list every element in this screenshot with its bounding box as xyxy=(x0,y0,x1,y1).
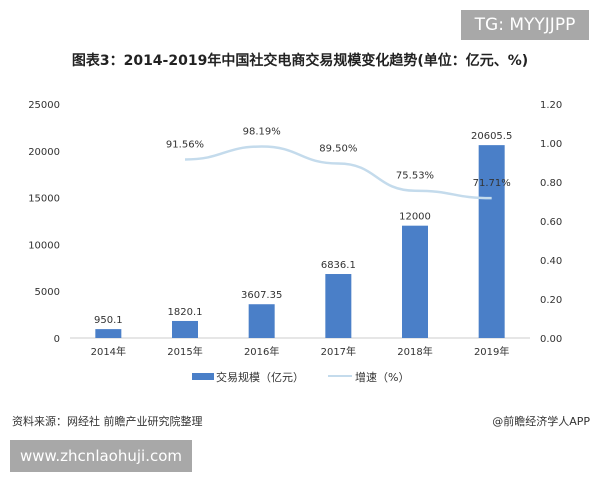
x-axis-tick: 2016年 xyxy=(244,345,279,358)
legend-line-label: 增速（%） xyxy=(355,370,409,384)
bar xyxy=(248,304,275,338)
line-label: 98.19% xyxy=(243,127,281,138)
line-label: 91.56% xyxy=(166,139,204,150)
right-axis-tick: 1.00 xyxy=(540,139,562,150)
bar-label: 1820.1 xyxy=(168,307,203,318)
bar-label: 12000 xyxy=(399,212,431,223)
left-axis-tick: 25000 xyxy=(28,100,60,111)
x-axis-tick: 2015年 xyxy=(167,345,202,358)
x-axis-tick: 2018年 xyxy=(397,345,432,358)
right-axis-tick: 0.80 xyxy=(540,178,562,189)
left-axis-tick: 10000 xyxy=(28,240,60,251)
line-label: 71.71% xyxy=(473,178,511,189)
bar-label: 950.1 xyxy=(94,315,123,326)
watermark-top: TG: MYYJJPP xyxy=(461,10,589,40)
right-axis-tick: 0.40 xyxy=(540,256,562,267)
x-axis-tick: 2019年 xyxy=(474,345,509,358)
right-axis-tick: 0.60 xyxy=(540,217,562,228)
left-axis-tick: 0 xyxy=(54,334,60,345)
credit: @前瞻经济学人APP xyxy=(492,415,590,428)
watermark-bottom: www.zhcnlaohuji.com xyxy=(10,440,192,472)
right-axis-tick: 1.20 xyxy=(540,100,562,111)
left-axis-tick: 5000 xyxy=(35,287,60,298)
bar xyxy=(325,274,352,338)
bar-label: 6836.1 xyxy=(321,260,356,271)
x-axis-tick: 2014年 xyxy=(91,345,126,358)
bar xyxy=(172,320,198,338)
bar-label: 20605.5 xyxy=(471,131,512,142)
bar xyxy=(402,225,428,338)
line-label: 75.53% xyxy=(396,171,434,182)
legend-bar-swatch xyxy=(192,373,214,380)
source-note: 资料来源：网经社 前瞻产业研究院整理 xyxy=(12,415,203,428)
left-axis-tick: 15000 xyxy=(28,194,60,205)
x-axis-tick: 2017年 xyxy=(321,345,356,358)
line-label: 89.50% xyxy=(319,143,357,154)
chart-title: 图表3：2014-2019年中国社交电商交易规模变化趋势(单位：亿元、%) xyxy=(71,53,529,69)
right-axis-tick: 0.00 xyxy=(540,334,562,345)
bar-label: 3607.35 xyxy=(241,290,282,301)
right-axis-tick: 0.20 xyxy=(540,295,562,306)
left-axis-tick: 20000 xyxy=(28,147,60,158)
bar xyxy=(95,329,122,338)
bar xyxy=(478,145,505,338)
chart: 0 5000 10000 15000 20000 25000 0.00 0.20 0.40 0.6… xyxy=(28,100,562,384)
legend-bar-label: 交易规模（亿元） xyxy=(216,370,304,384)
